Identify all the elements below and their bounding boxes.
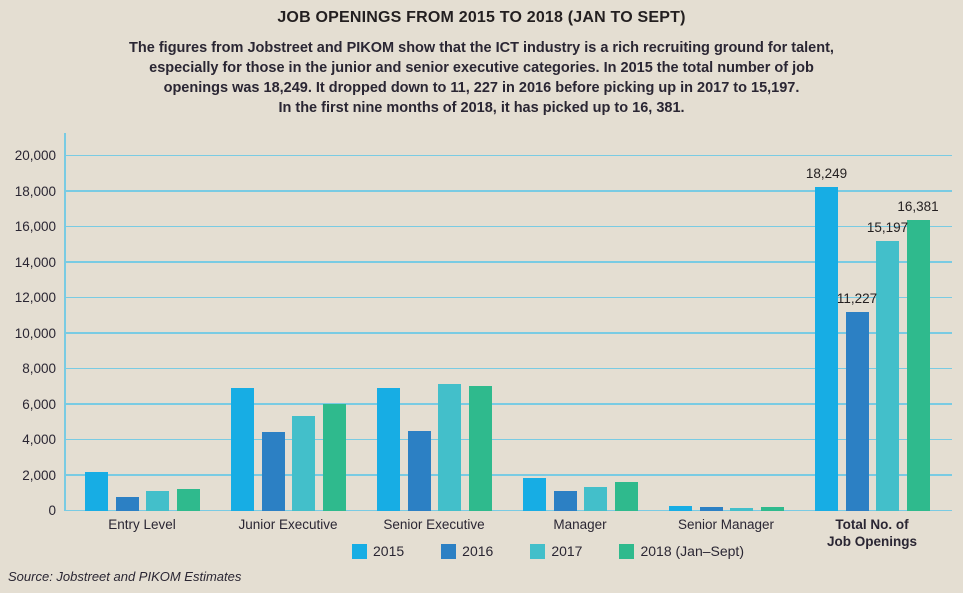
gridline (64, 296, 952, 298)
x-category-label-line: Junior Executive (238, 517, 338, 532)
bar-2017 (584, 487, 607, 511)
bar-2016 (845, 311, 869, 511)
y-tick-label: 20,000 (14, 148, 56, 163)
y-tick-label: 12,000 (14, 290, 56, 305)
y-tick-label: 0 (48, 503, 56, 518)
subtitle-line: openings was 18,249. It dropped down to … (163, 80, 800, 96)
gridline (64, 225, 952, 227)
bar-2018 (Jan–Sept) (176, 488, 200, 511)
y-axis-line (64, 133, 66, 511)
legend-label: 2017 (551, 543, 583, 559)
legend-item-2017: 2017 (530, 543, 582, 559)
bar-2016 (261, 432, 285, 511)
gridline (64, 367, 952, 369)
legend-swatch-icon (619, 543, 635, 559)
x-category-label: Junior Executive (208, 516, 368, 533)
gridline (64, 261, 952, 263)
y-axis-labels: 0 2,000 4,000 6,000 8,000 10,000 12,000 14,000 1… (0, 133, 56, 518)
bar-2016 (115, 496, 139, 511)
bar-2017 (730, 507, 753, 511)
gridline (64, 332, 952, 334)
x-category-label: Total No. of Job Openings (792, 516, 952, 550)
y-tick-label: 18,000 (14, 183, 56, 199)
subtitle-line: In the first nine months of 2018, it has… (278, 100, 685, 116)
bar-value-label: 18,249 (805, 166, 848, 182)
legend-swatch-icon (530, 543, 546, 559)
bar-2015 (669, 505, 692, 511)
bar-2015 (231, 387, 254, 511)
legend-item-2018 (Jan–Sept): 2018 (Jan–Sept) (619, 543, 744, 559)
y-tick-label: 8,000 (22, 361, 56, 376)
bar-2018 (Jan–Sept) (760, 506, 784, 511)
legend-label: 2018 (Jan–Sept) (640, 543, 744, 559)
source-note: Source: Jobstreet and PIKOM Estimates (8, 569, 242, 584)
x-category-label-line: Manager (553, 517, 607, 532)
bar-2016 (407, 431, 431, 511)
x-category-label-line: Senior Executive (383, 517, 485, 532)
y-tick-label: 2,000 (22, 467, 56, 483)
gridline (64, 190, 952, 192)
bar-2017 (292, 416, 315, 511)
bar-2015 (815, 187, 838, 511)
y-tick-label: 16,000 (14, 219, 56, 234)
page-title: JOB OPENINGS FROM 2015 TO 2018 (JAN TO S… (277, 9, 686, 26)
gridline (64, 438, 952, 440)
legend-swatch-icon (441, 543, 457, 559)
chart-subtitle: The figures from Jobstreet and PIKOM sho… (0, 38, 963, 118)
bar-value-label: 15,197 (866, 220, 909, 236)
legend-item-2015: 2015 (352, 543, 404, 559)
bar-2016 (699, 507, 723, 511)
bar-2015 (377, 387, 400, 511)
gridline (64, 403, 952, 405)
bar-2018 (Jan–Sept) (906, 220, 930, 511)
legend-item-2016: 2016 (441, 543, 493, 559)
y-tick-label: 14,000 (14, 254, 56, 270)
x-category-label: Senior Manager (646, 516, 806, 533)
y-tick-label: 10,000 (14, 325, 56, 341)
bar-2016 (553, 491, 577, 511)
bar-2015 (523, 478, 546, 511)
x-category-label: Manager (500, 516, 660, 533)
bar-2017 (146, 490, 169, 511)
x-category-label-line: Senior Manager (677, 517, 775, 532)
x-category-label: Senior Executive (354, 516, 514, 533)
bar-2018 (Jan–Sept) (322, 403, 346, 511)
bar-2018 (Jan–Sept) (468, 385, 492, 511)
chart-legend: 2015 2016 2017 2018 (Jan–Sept) (352, 543, 744, 559)
legend-swatch-icon (352, 543, 367, 559)
y-tick-label: 6,000 (22, 396, 56, 412)
bar-2018 (Jan–Sept) (614, 481, 638, 511)
x-category-label-line: Job Openings (826, 534, 917, 549)
plot-area (64, 133, 952, 511)
bar-value-label: 16,381 (897, 199, 939, 215)
x-category-label-line: Entry Level (108, 517, 176, 532)
y-tick-label: 4,000 (22, 432, 56, 447)
legend-label: 2016 (462, 543, 494, 559)
gridline (64, 154, 952, 156)
bar-2015 (85, 471, 108, 511)
x-category-label: Entry Level (62, 516, 222, 533)
bar-value-label: 11,227 (836, 290, 878, 306)
gridline (64, 474, 952, 476)
subtitle-line: The figures from Jobstreet and PIKOM sho… (129, 40, 834, 56)
x-category-label-line: Total No. of (835, 517, 909, 532)
bar-2017 (438, 384, 461, 511)
bar-2017 (876, 241, 899, 511)
gridline (64, 509, 952, 511)
subtitle-line: especially for those in the junior and s… (149, 60, 814, 76)
legend-label: 2015 (373, 543, 405, 559)
